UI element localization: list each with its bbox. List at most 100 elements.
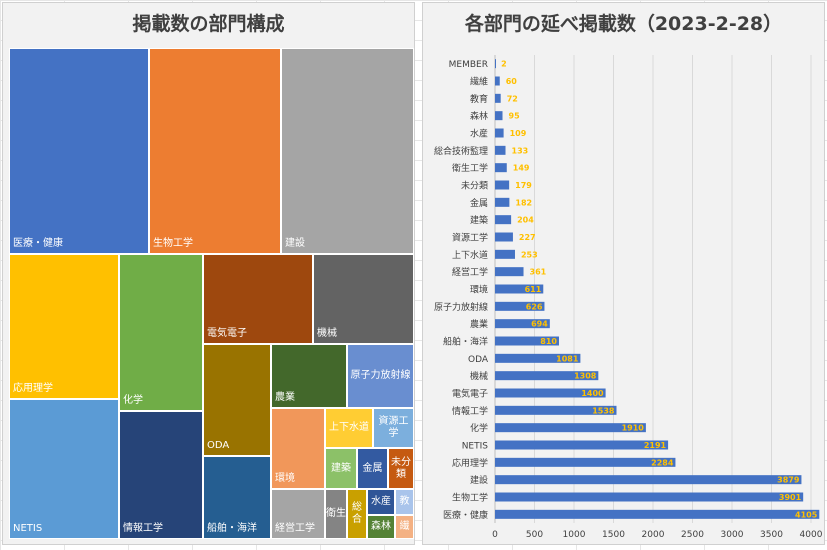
category-label: 化学	[470, 422, 488, 434]
bar	[495, 76, 500, 86]
data-label: 149	[513, 164, 530, 173]
x-tick-label: 3500	[760, 530, 783, 540]
data-label: 253	[521, 250, 538, 259]
category-label: 資源工学	[452, 232, 488, 244]
treemap-tile-label: 水産	[371, 496, 391, 507]
category-label: 応用理学	[452, 457, 488, 469]
treemap-tile-label: ODA	[207, 440, 230, 451]
bar	[495, 232, 513, 242]
treemap-tile: 医療・健康	[9, 48, 149, 254]
bar	[495, 284, 544, 294]
treemap-tile: 建設	[281, 48, 414, 254]
treemap-plot-area: 医療・健康 生物工学 建設応用理学 NETIS 化学情報工学 電気電子 機械 ODA 船舶・海洋…	[9, 48, 414, 539]
treemap-tile-label: 経営工学	[275, 523, 315, 534]
category-label: 森林	[470, 110, 488, 122]
category-label: NETIS	[462, 442, 489, 452]
treemap-chart-panel[interactable]: 掲載数の部門構成 医療・健康 生物工学 建設応用理学 NETIS 化学情報工学 電気電子 機…	[2, 2, 415, 545]
treemap-tile: 経営工学	[271, 489, 325, 539]
data-label: 2191	[644, 441, 667, 450]
treemap-tile-label: 船舶・海洋	[207, 523, 257, 534]
treemap-tile-label: 情報工学	[123, 523, 163, 534]
data-label: 3901	[779, 493, 802, 502]
treemap-tile-label: 医療・健康	[13, 238, 63, 249]
treemap-tile: ODA	[203, 344, 271, 456]
data-label: 60	[506, 77, 518, 86]
category-label: 金属	[470, 197, 488, 209]
data-label: 3879	[777, 476, 800, 485]
bar	[495, 353, 581, 363]
bar	[495, 457, 676, 467]
bar	[495, 215, 512, 225]
treemap-tile-label: 環境	[275, 473, 295, 484]
treemap-tile: 未分類	[388, 448, 414, 489]
bar	[495, 163, 507, 173]
treemap-tile-label: NETIS	[13, 523, 43, 534]
treemap-tile: 応用理学	[9, 254, 119, 399]
x-tick-label: 1500	[602, 530, 625, 540]
category-label: 上下水道	[452, 249, 488, 261]
treemap-tile-label: 衛生	[326, 508, 346, 519]
bar	[495, 423, 646, 433]
treemap-tile-label: 総合	[352, 502, 362, 525]
treemap-tile-label: 建設	[285, 238, 305, 249]
category-label: 建築	[470, 214, 488, 226]
data-label: 1400	[581, 389, 604, 398]
bar	[495, 301, 545, 311]
treemap-tile-label: 電気電子	[207, 328, 247, 339]
data-label: 72	[507, 94, 518, 103]
treemap-tile: 教	[395, 489, 414, 515]
x-tick-label: 2000	[642, 530, 665, 540]
bar	[495, 111, 503, 121]
x-tick-label: 1000	[563, 530, 586, 540]
treemap-tile: 化学	[119, 254, 203, 411]
bar	[495, 319, 550, 329]
treemap-tile: 機械	[313, 254, 414, 344]
data-label: 2284	[651, 458, 674, 467]
bar	[495, 492, 804, 502]
bar-chart-panel[interactable]: 各部門の延べ掲載数（2023-2-28） 0 500 1000 1500 2000 250…	[422, 2, 825, 545]
treemap-tile: 総合	[347, 489, 367, 539]
category-label: 電気電子	[452, 388, 488, 400]
bar	[495, 93, 501, 103]
treemap-tile: 農業	[271, 344, 347, 408]
treemap-title: 掲載数の部門構成	[132, 13, 285, 35]
treemap-tile: 衛生	[325, 489, 347, 539]
bar	[495, 145, 506, 155]
data-label: 2	[501, 60, 507, 69]
bar	[495, 128, 504, 138]
x-tick-label: 2500	[681, 530, 704, 540]
category-label: 情報工学	[452, 405, 488, 417]
category-label: 水産	[470, 128, 488, 140]
data-label: 179	[515, 181, 532, 190]
data-label: 204	[517, 216, 534, 225]
bar	[495, 249, 515, 259]
bar	[495, 475, 802, 485]
x-tick-label: 500	[526, 530, 543, 540]
data-label: 626	[526, 302, 543, 311]
data-label: 694	[531, 320, 548, 329]
data-label: 1910	[622, 424, 645, 433]
category-label: 農業	[470, 318, 488, 330]
treemap-tile-label: 教	[399, 496, 410, 507]
treemap-tile-label: 原子力放射線	[350, 370, 411, 381]
x-tick-label: 3000	[721, 530, 744, 540]
bar	[495, 336, 559, 346]
category-label: 総合技術監理	[434, 145, 488, 157]
data-label: 227	[519, 233, 536, 242]
treemap-tile-label: 建築	[331, 462, 351, 474]
data-label: 361	[530, 268, 547, 277]
treemap-tile-label: 応用理学	[13, 383, 53, 394]
data-label: 611	[525, 285, 542, 294]
x-tick-label: 4000	[800, 530, 823, 540]
category-label: 原子力放射線	[434, 301, 488, 313]
data-label: 810	[540, 337, 557, 346]
category-label: 繊維	[470, 76, 488, 88]
category-label: 未分類	[461, 180, 488, 192]
treemap-tile-label: 生物工学	[153, 238, 193, 249]
treemap-tile-label: 森林	[371, 521, 391, 532]
category-label: 船舶・海洋	[443, 336, 488, 348]
category-label: 医療・健康	[443, 509, 488, 521]
treemap-tile: 金属	[357, 448, 388, 489]
treemap-tile: 船舶・海洋	[203, 456, 271, 539]
treemap-tile-label: 資源工学	[378, 416, 409, 439]
